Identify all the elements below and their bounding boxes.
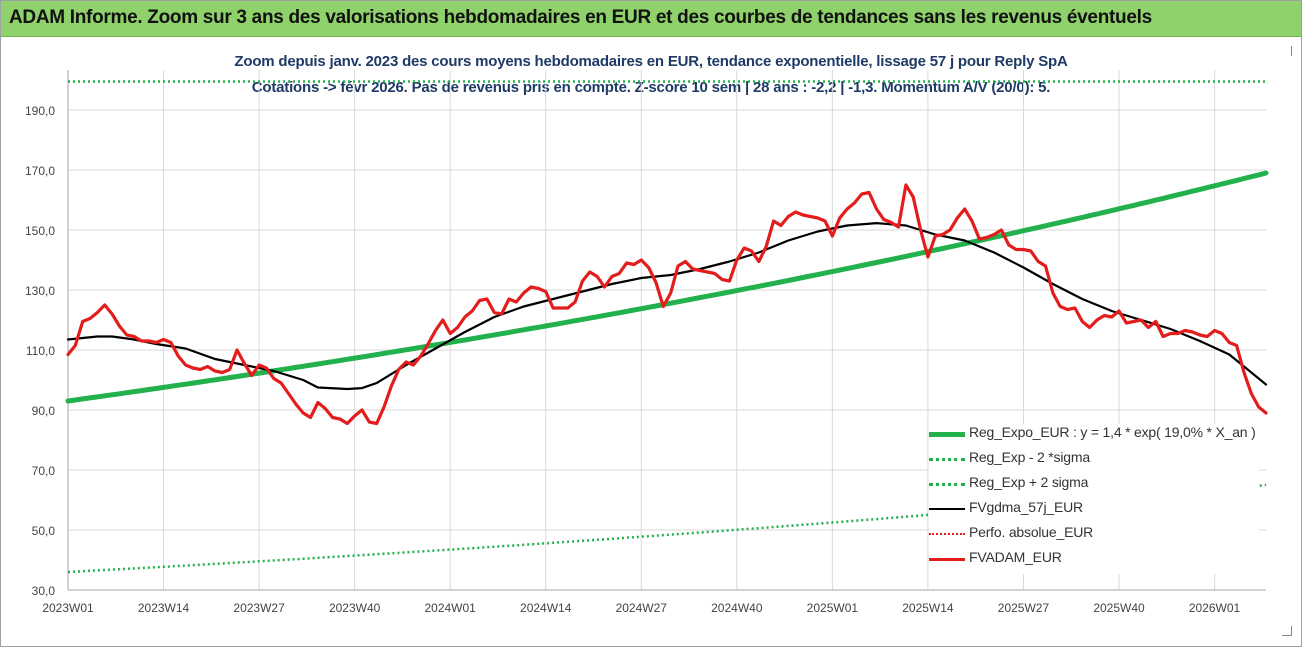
- legend-item: Perfo. absolue_EUR: [929, 524, 1259, 544]
- x-tick-label: 2023W40: [329, 601, 381, 615]
- y-tick-label: 70,0: [32, 464, 56, 478]
- x-tick-label: 2024W27: [616, 601, 668, 615]
- title-bar: ADAM Informe. Zoom sur 3 ans des valoris…: [1, 1, 1301, 37]
- series-line-fvgdma-57j-eur: [66, 222, 1268, 391]
- x-tick-label: 2025W40: [1093, 601, 1145, 615]
- legend-swatch: [929, 482, 965, 486]
- legend-label: Perfo. absolue_EUR: [969, 524, 1094, 540]
- chart-subtitle: Cotations -> févr 2026. Pas de revenus p…: [251, 79, 1051, 96]
- legend-label: Reg_Expo_EUR : y = 1,4 * exp( 19,0% * X_…: [969, 424, 1256, 440]
- x-tick-label: 2024W40: [711, 601, 763, 615]
- legend-item: Reg_Expo_EUR : y = 1,4 * exp( 19,0% * X_…: [929, 424, 1259, 444]
- chart-title: Zoom depuis janv. 2023 des cours moyens …: [234, 53, 1068, 70]
- legend-swatch: [929, 508, 965, 510]
- legend-item: Reg_Exp + 2 sigma: [929, 474, 1259, 494]
- series-line-fvadam-eur: [66, 183, 1268, 426]
- x-tick-label: 2025W14: [902, 601, 954, 615]
- legend-item: Reg_Exp - 2 *sigma: [929, 449, 1259, 469]
- legend-label: FVgdma_57j_EUR: [969, 499, 1083, 515]
- legend-label: Reg_Exp - 2 *sigma: [969, 449, 1090, 465]
- corner-mark: [1282, 635, 1292, 636]
- legend-label: FVADAM_EUR: [969, 549, 1062, 565]
- x-tick-label: 2026W01: [1189, 601, 1241, 615]
- x-tick-label: 2024W01: [424, 601, 476, 615]
- y-tick-label: 50,0: [32, 524, 56, 538]
- y-tick-label: 130,0: [25, 284, 55, 298]
- legend-item: FVADAM_EUR: [929, 549, 1259, 569]
- legend-label: Reg_Exp + 2 sigma: [969, 474, 1089, 490]
- y-tick-label: 170,0: [25, 164, 55, 178]
- x-tick-label: 2025W01: [807, 601, 859, 615]
- y-tick-label: 190,0: [25, 104, 55, 118]
- y-tick-label: 30,0: [32, 584, 56, 598]
- y-tick-label: 110,0: [26, 344, 55, 358]
- legend-swatch: [929, 431, 965, 437]
- legend-swatch: [929, 457, 965, 461]
- legend-item: FVgdma_57j_EUR: [929, 499, 1259, 519]
- page-title: ADAM Informe. Zoom sur 3 ans des valoris…: [9, 7, 1152, 28]
- x-tick-label: 2023W27: [233, 601, 285, 615]
- legend: Reg_Expo_EUR : y = 1,4 * exp( 19,0% * X_…: [929, 424, 1259, 574]
- x-tick-label: 2023W14: [138, 601, 190, 615]
- x-tick-label: 2023W01: [42, 601, 94, 615]
- corner-mark: [1291, 626, 1292, 636]
- legend-swatch: [929, 557, 965, 561]
- y-tick-label: 150,0: [25, 224, 55, 238]
- corner-mark: [1291, 46, 1292, 56]
- x-tick-label: 2025W27: [998, 601, 1050, 615]
- y-tick-label: 90,0: [32, 404, 56, 418]
- legend-swatch: [929, 533, 965, 535]
- x-tick-label: 2024W14: [520, 601, 572, 615]
